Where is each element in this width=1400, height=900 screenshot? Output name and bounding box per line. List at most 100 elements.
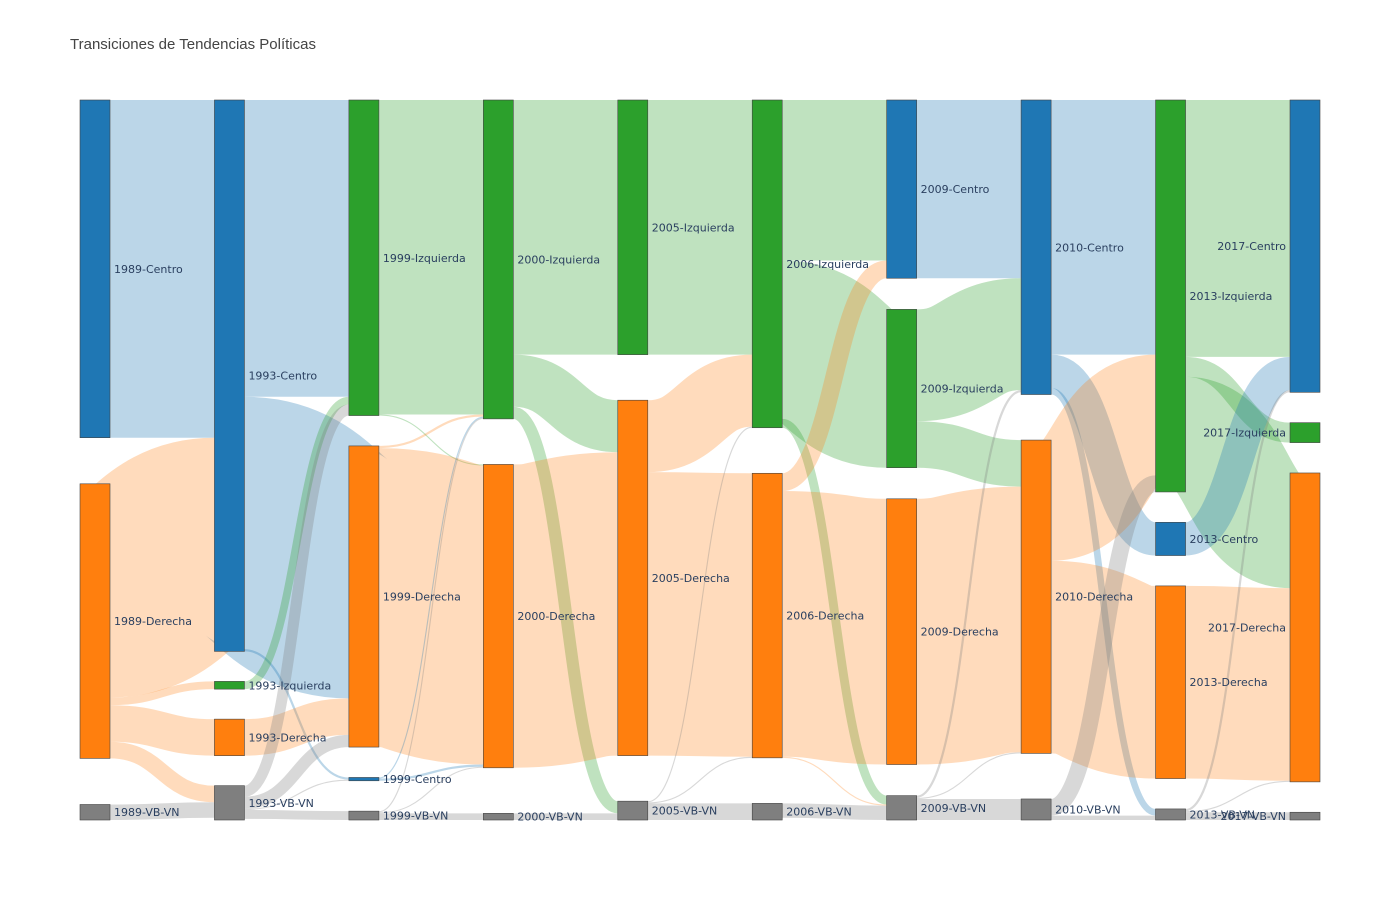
sankey-link [510,452,621,768]
sankey-node-label: 1999-Derecha [383,591,461,604]
sankey-node[interactable] [1020,99,1052,395]
sankey-node[interactable] [886,795,917,821]
sankey-node[interactable] [348,810,380,821]
sankey-node[interactable] [886,498,917,765]
sankey-node-label: 1993-Izquierda [248,679,331,692]
sankey-node[interactable] [214,718,245,756]
sankey-node-label: 2000-VB-VN [517,811,582,824]
sankey-node[interactable] [1155,522,1186,556]
sankey-node[interactable] [214,99,245,652]
sankey-node[interactable] [214,785,245,821]
sankey-link [242,404,351,797]
sankey-node-label: 1989-Derecha [114,615,192,628]
sankey-link [1185,585,1291,781]
sankey-node-label: 1989-VB-VN [114,806,179,819]
sankey-node[interactable] [886,309,917,468]
sankey-link [378,414,484,466]
sankey-link [378,416,484,779]
sankey-link [780,491,889,765]
sankey-node-label: 2005-Derecha [652,572,730,585]
chart-title: Transiciones de Tendencias Políticas [70,36,316,53]
sankey-node[interactable] [751,803,783,821]
sankey-node[interactable] [751,99,783,429]
sankey-node[interactable] [1155,99,1186,493]
sankey-node[interactable] [617,800,649,821]
sankey-link [374,448,488,765]
sankey-node[interactable] [79,483,111,759]
sankey-node-label: 2006-Izquierda [786,258,869,271]
sankey-node-label: 2010-VB-VN [1055,803,1120,816]
sankey-link [770,260,899,468]
sankey-node-label: 2010-Derecha [1055,591,1133,604]
sankey-link [1170,376,1306,589]
sankey-link [647,756,753,804]
sankey-node[interactable] [1289,472,1321,783]
sankey-link [1036,354,1171,561]
sankey-link [511,354,620,453]
sankey-link [916,752,1022,799]
sankey-node-label: 2013-VB-VN [1190,808,1255,821]
sankey-node[interactable] [214,681,245,690]
sankey-node-label: 1999-Centro [383,773,452,786]
sankey-node-label: 2017-Izquierda [1203,427,1286,440]
sankey-node-label: 1993-Centro [248,370,317,383]
sankey-node[interactable] [348,445,380,748]
sankey-node[interactable] [79,99,111,438]
sankey-link [647,472,753,757]
sankey-node[interactable] [483,464,514,769]
sankey-node-label: 1993-VB-VN [248,797,313,810]
sankey-node[interactable] [348,777,380,782]
sankey-node-label: 1993-Derecha [248,731,326,744]
sankey-node[interactable] [1155,808,1186,821]
sankey-node[interactable] [483,813,514,821]
sankey-link [109,705,215,756]
sankey-node-label: 2009-Centro [921,183,990,196]
sankey-link [913,486,1024,765]
sankey-link [244,734,350,809]
sankey-node[interactable] [617,99,649,355]
sankey-node[interactable] [1155,585,1186,779]
sankey-node-label: 2006-Derecha [786,610,864,623]
sankey-node-label: 2006-VB-VN [786,806,851,819]
sankey-link [244,810,349,820]
sankey-link [780,418,888,805]
sankey-node[interactable] [1289,422,1321,443]
sankey-link [1184,356,1291,443]
sankey-node[interactable] [751,472,783,759]
sankey-node-label: 2000-Derecha [517,610,595,623]
sankey-link [645,354,755,473]
sankey-link [244,779,349,811]
sankey-node-label: 1999-Izquierda [383,252,466,265]
nodes-layer [79,99,1321,821]
sankey-node[interactable] [886,99,917,279]
sankey-link [109,741,215,803]
sankey-link [1182,356,1293,556]
sankey-link [378,417,484,813]
sankey-node[interactable] [1289,811,1321,821]
sankey-link [1185,390,1291,812]
sankey-link [109,802,215,821]
sankey-link [1048,475,1158,816]
sankey-node[interactable] [1289,99,1321,393]
sankey-link [378,766,484,814]
sankey-node-label: 2010-Centro [1055,241,1124,254]
sankey-node[interactable] [1020,798,1052,821]
sankey-node[interactable] [348,99,380,416]
sankey-link [1185,780,1291,813]
sankey-node[interactable] [1020,439,1052,754]
sankey-link [109,681,215,706]
sankey-link [1047,560,1160,779]
sankey-node-label: 2017-Centro [1217,240,1286,253]
sankey-node[interactable] [483,99,514,420]
sankey-node-label: 2005-Izquierda [652,221,735,234]
sankey-node[interactable] [79,804,111,821]
sankey-node-label: 2013-Centro [1190,533,1259,546]
sankey-link [1048,354,1159,556]
sankey-link [916,390,1022,798]
sankey-node-label: 2013-Izquierda [1190,290,1273,303]
sankey-link [244,649,349,780]
sankey-node[interactable] [617,399,649,756]
sankey-node-label: 2013-Derecha [1190,676,1268,689]
sankey-node-label: 1999-VB-VN [383,810,448,823]
